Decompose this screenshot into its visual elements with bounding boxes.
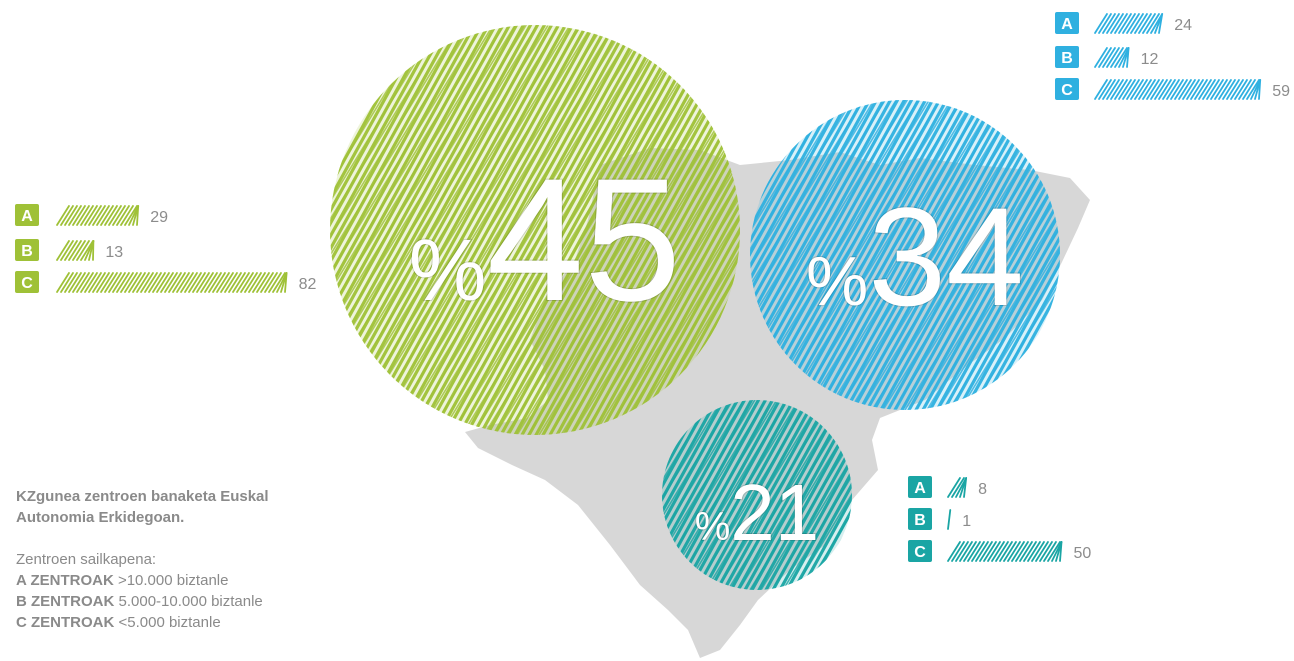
- blue-category-badge-c: C: [1055, 78, 1079, 100]
- green-percent-label: %45: [409, 143, 681, 338]
- teal-category-badge-b: B: [908, 508, 932, 530]
- svg-text:A: A: [1061, 16, 1073, 33]
- teal-bar-value-a: 8: [978, 481, 987, 498]
- svg-text:A: A: [21, 208, 33, 225]
- teal-category-badge-a: A: [908, 476, 932, 498]
- svg-text:A: A: [914, 480, 926, 497]
- teal-bar-a: [947, 477, 968, 498]
- green-bar-b: [56, 240, 95, 261]
- green-bar-c: [56, 272, 288, 293]
- blue-bar-value-b: 12: [1141, 51, 1159, 68]
- notes-title-line2: Autonomia Erkidegoan.: [16, 509, 185, 526]
- green-category-badge-b: B: [15, 239, 39, 261]
- teal-bar-value-c: 50: [1074, 545, 1092, 562]
- blue-category-badge-a: A: [1055, 12, 1079, 34]
- classification-item-a-bold: A ZENTROAK: [16, 572, 114, 589]
- classification-item-a-text: >10.000 biztanle: [113, 572, 229, 589]
- green-bar-value-b: 13: [105, 244, 123, 261]
- teal-bar-c: [947, 541, 1063, 562]
- green-category-badge-a: A: [15, 204, 39, 226]
- blue-bar-value-c: 59: [1272, 83, 1290, 100]
- teal-bar-value-b: 1: [962, 513, 971, 530]
- blue-bar-b: [1094, 47, 1130, 68]
- svg-text:B: B: [914, 512, 926, 529]
- blue-bar-c: [1094, 79, 1262, 100]
- teal-bar-b: [947, 509, 952, 530]
- svg-text:C: C: [21, 275, 33, 292]
- green-bar-a: [56, 205, 140, 226]
- classification-item-b: B ZENTROAK 5.000-10.000 biztanle: [16, 591, 356, 612]
- teal-category-badge-c: C: [908, 540, 932, 562]
- svg-text:B: B: [1061, 50, 1073, 67]
- green-category-badge-c: C: [15, 271, 39, 293]
- notes-panel: KZgunea zentroen banaketa Euskal Autonom…: [16, 486, 356, 633]
- classification-item-c-text: <5.000 biztanle: [114, 614, 221, 631]
- blue-bar-value-a: 24: [1174, 17, 1192, 34]
- teal-percent-label: %21: [695, 468, 820, 557]
- classification-item-b-text: 5.000-10.000 biztanle: [114, 593, 263, 610]
- svg-text:B: B: [21, 243, 33, 260]
- blue-percent-label: %34: [806, 178, 1024, 335]
- blue-category-badge-b: B: [1055, 46, 1079, 68]
- notes-title-line1: KZgunea zentroen banaketa Euskal: [16, 488, 269, 505]
- blue-bar-a: [1094, 13, 1164, 34]
- svg-text:C: C: [1061, 82, 1073, 99]
- green-bar-value-c: 82: [299, 276, 317, 293]
- svg-text:C: C: [914, 544, 926, 561]
- classification-item-c: C ZENTROAK <5.000 biztanle: [16, 612, 356, 633]
- classification-item-a: A ZENTROAK >10.000 biztanle: [16, 570, 356, 591]
- classification-item-b-bold: B ZENTROAK: [16, 593, 115, 610]
- classification-item-c-bold: C ZENTROAK: [16, 614, 115, 631]
- green-bar-value-a: 29: [150, 209, 168, 226]
- classification-heading: Zentroen sailkapena:: [16, 551, 157, 568]
